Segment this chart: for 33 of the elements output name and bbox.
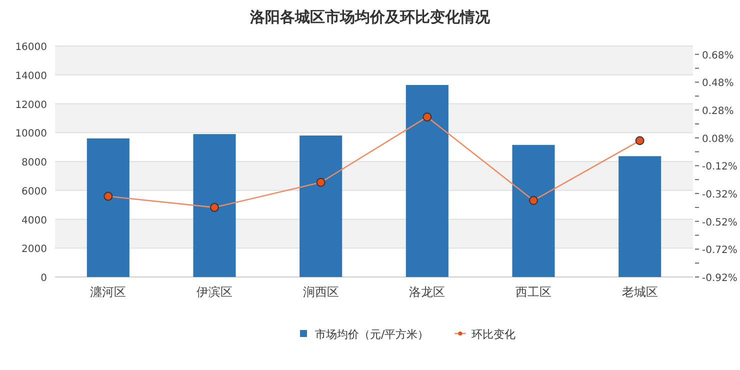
bar [618,156,662,277]
chart-title: 洛阳各城区市场均价及环比变化情况 [249,8,491,26]
y2-tick-label: -0.52% [702,217,738,228]
y-tick-label: 16000 [15,42,47,53]
y-tick-label: 6000 [22,186,47,198]
x-tick-label: 西工区 [516,285,552,299]
y2-tick-label: 0.68% [702,50,734,62]
y-tick-label: 2000 [22,244,47,256]
y-tick-label: 8000 [22,158,47,168]
x-tick-label: 涧西区 [302,285,339,299]
x-tick-label: 老城区 [622,285,658,299]
bar [300,136,342,277]
y2-tick-label: 0.08% [702,134,734,145]
y2-tick-label: 0.28% [702,106,734,118]
y2-tick-label: -0.12% [702,162,738,173]
y2-tick-label: 0.48% [702,78,734,90]
bar [193,134,236,277]
bar [86,138,130,277]
y-tick-label: 14000 [15,70,47,82]
x-tick-label: 伊滨区 [196,285,232,299]
y-tick-label: 10000 [15,128,47,140]
x-tick-label: 洛龙区 [409,285,446,299]
bar [406,84,448,277]
bar [512,144,555,277]
legend-label: 市场均价（元/平方米） [315,328,429,341]
legend-label: 环比变化 [472,328,516,341]
y-tick-label: 12000 [15,100,47,111]
y-tick-label: 0 [40,273,47,284]
x-tick-label: 瀍河区 [90,285,126,299]
y2-tick-label: -0.72% [702,245,738,256]
y2-tick-label: -0.32% [702,190,738,201]
y-tick-label: 4000 [22,215,47,226]
y2-tick-label: -0.92% [702,273,738,284]
